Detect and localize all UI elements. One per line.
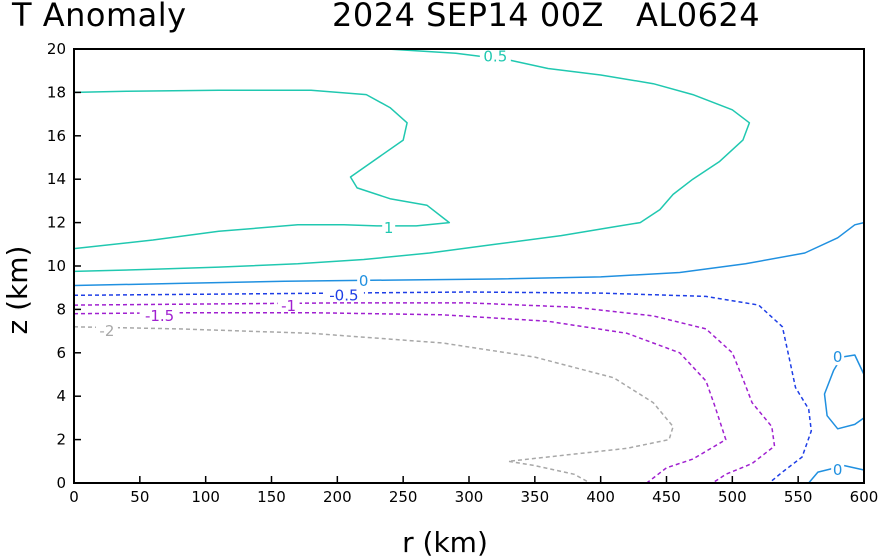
contour-label-bg (831, 349, 845, 366)
x-axis-ticks: 0 50 100 150 200 250 300 350 400 450 500 550 600 (69, 476, 878, 506)
chart-title-left: T Anomaly (12, 0, 187, 34)
contour-label-bg (479, 48, 511, 65)
contour-label: -0.5 (329, 286, 358, 304)
x-tick-label: 150 (257, 488, 286, 506)
contour-label: -1 (281, 297, 296, 315)
contour-label: 0 (833, 461, 843, 479)
contour-label-bg (323, 287, 364, 304)
contour-label: 0 (359, 272, 369, 290)
contour-label-bg (95, 323, 118, 340)
contour-line-1 (73, 89, 451, 250)
x-tick-label: 550 (784, 488, 813, 506)
y-tick-label: 14 (47, 170, 66, 188)
x-tick-label: 300 (455, 488, 484, 506)
x-tick-label: 450 (652, 488, 681, 506)
contour-label-bg (831, 461, 845, 478)
y-tick-label: 12 (47, 214, 66, 232)
contour-label-bg (139, 307, 180, 324)
contour-line-0 (823, 354, 865, 430)
contour-line-0p5 (73, 48, 751, 273)
x-tick-label: 100 (191, 488, 220, 506)
contour-line--1p5 (73, 311, 727, 484)
chart-title-right: 2024 SEP14 00Z AL0624 (332, 0, 761, 34)
y-tick-label: 10 (47, 257, 66, 275)
x-tick-label: 600 (850, 488, 879, 506)
x-tick-label: 350 (521, 488, 550, 506)
y-tick-label: 2 (56, 431, 66, 449)
x-axis-label: r (km) (402, 526, 488, 559)
y-tick-label: 6 (56, 344, 66, 362)
contour-label: -2 (99, 322, 114, 340)
contour-label-bg (357, 273, 371, 290)
contour-line--2 (73, 326, 674, 484)
x-tick-label: 200 (323, 488, 352, 506)
y-tick-label: 0 (56, 474, 66, 492)
contour-label-bg (277, 298, 300, 315)
x-tick-label: 400 (586, 488, 615, 506)
contour-label: 0.5 (483, 48, 507, 66)
contour-label: 1 (384, 219, 394, 237)
y-tick-label: 20 (47, 40, 66, 58)
contour-label-bg (382, 220, 396, 237)
x-tick-label: 0 (69, 488, 79, 506)
x-tick-label: 500 (718, 488, 747, 506)
contour-line-0 (808, 464, 865, 484)
y-tick-label: 4 (56, 387, 66, 405)
contour-line--0p5 (73, 291, 813, 484)
x-tick-label: 50 (130, 488, 149, 506)
y-tick-label: 18 (47, 83, 66, 101)
plot-frame (73, 48, 865, 484)
x-tick-label: 250 (389, 488, 418, 506)
contour-line--1 (73, 302, 776, 484)
y-axis-label: z (km) (1, 246, 34, 335)
y-tick-label: 8 (56, 300, 66, 318)
contour-line-0 (73, 221, 865, 287)
contour-label: 0 (833, 348, 843, 366)
y-axis-ticks: 0 2 4 6 8 10 12 14 16 18 20 (47, 40, 81, 492)
contour-label: -1.5 (145, 307, 174, 325)
y-tick-label: 16 (47, 127, 66, 145)
